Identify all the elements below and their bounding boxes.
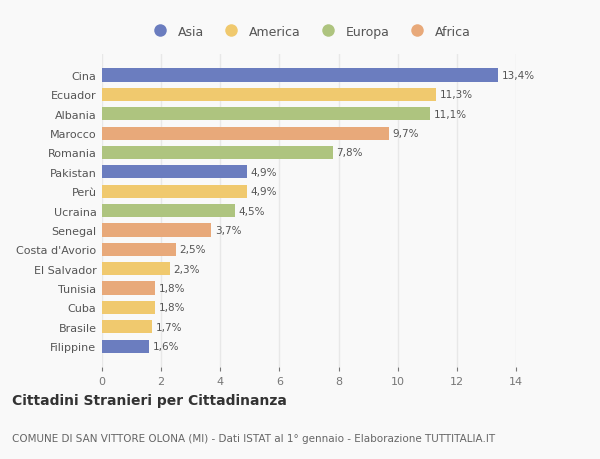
Bar <box>102 320 152 334</box>
Bar <box>102 89 436 102</box>
Bar <box>102 263 170 276</box>
Text: 1,6%: 1,6% <box>153 341 179 352</box>
Bar <box>102 243 176 257</box>
Text: 1,8%: 1,8% <box>159 284 185 293</box>
Text: 4,5%: 4,5% <box>239 206 265 216</box>
Text: 7,8%: 7,8% <box>336 148 363 158</box>
Text: 2,3%: 2,3% <box>173 264 200 274</box>
Bar <box>102 224 211 237</box>
Legend: Asia, America, Europa, Africa: Asia, America, Europa, Africa <box>143 21 475 44</box>
Text: 4,9%: 4,9% <box>250 187 277 197</box>
Text: Cittadini Stranieri per Cittadinanza: Cittadini Stranieri per Cittadinanza <box>12 393 287 407</box>
Text: COMUNE DI SAN VITTORE OLONA (MI) - Dati ISTAT al 1° gennaio - Elaborazione TUTTI: COMUNE DI SAN VITTORE OLONA (MI) - Dati … <box>12 433 495 442</box>
Bar <box>102 340 149 353</box>
Text: 9,7%: 9,7% <box>392 129 419 139</box>
Text: 4,9%: 4,9% <box>250 168 277 178</box>
Bar <box>102 205 235 218</box>
Text: 3,7%: 3,7% <box>215 225 241 235</box>
Text: 11,1%: 11,1% <box>434 110 467 119</box>
Text: 11,3%: 11,3% <box>440 90 473 100</box>
Bar <box>102 69 498 83</box>
Bar <box>102 108 430 121</box>
Text: 1,8%: 1,8% <box>159 303 185 313</box>
Text: 1,7%: 1,7% <box>156 322 182 332</box>
Bar <box>102 185 247 198</box>
Text: 2,5%: 2,5% <box>179 245 206 255</box>
Bar <box>102 282 155 295</box>
Bar <box>102 127 389 140</box>
Bar <box>102 166 247 179</box>
Bar <box>102 301 155 314</box>
Text: 13,4%: 13,4% <box>502 71 535 81</box>
Bar <box>102 146 332 160</box>
